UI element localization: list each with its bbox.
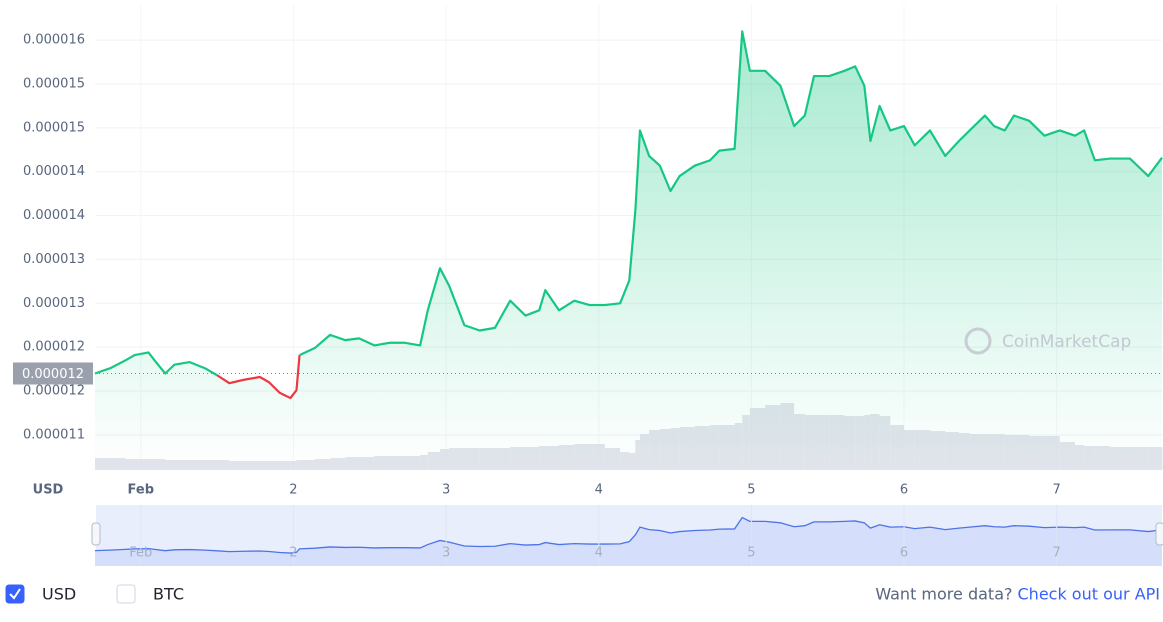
x-tick-label: 6 — [900, 483, 908, 498]
x-tick-label: 7 — [1053, 483, 1061, 498]
x-tick-label: Feb — [128, 483, 154, 498]
x-tick-label: 3 — [442, 483, 450, 498]
checkbox[interactable] — [116, 584, 136, 604]
controls: USD BTC Check out our API Want more data? — [5, 584, 1161, 604]
y-tick-label: 0.000012 — [23, 384, 85, 399]
y-tick-label: 0.000012 — [23, 340, 85, 355]
watermark-text: CoinMarketCap — [1002, 332, 1131, 352]
checkbox-label[interactable]: USD — [42, 585, 76, 604]
y-tick-label: 0.000014 — [23, 208, 85, 223]
watermark: CoinMarketCap — [964, 327, 1131, 355]
watermark-logo — [964, 327, 992, 355]
area — [95, 31, 1162, 471]
checkmark — [9, 588, 21, 600]
checkbox[interactable] — [5, 584, 25, 604]
footer-text: Want more data? — [875, 585, 1012, 604]
y-tick-label: 0.000015 — [23, 120, 85, 135]
price-line: 0.000012 — [13, 30, 1163, 400]
navigator-tick-label: 4 — [595, 546, 603, 561]
price-line — [299, 30, 1163, 357]
navigator-tick-label: 2 — [289, 546, 297, 561]
navigator-tick-label: 5 — [747, 546, 755, 561]
checkbox-label[interactable]: BTC — [153, 585, 184, 604]
navigator-tick-label: 3 — [442, 546, 450, 561]
navigator-handle[interactable] — [1155, 522, 1163, 546]
y-tick-label: 0.000013 — [23, 296, 85, 311]
navigator-handle[interactable] — [91, 522, 101, 546]
x-tick-label: 5 — [747, 483, 755, 498]
navigator-area — [95, 517, 1162, 566]
y-tick-label: 0.000013 — [23, 252, 85, 267]
price-line — [216, 354, 301, 400]
x-tick-label: 2 — [289, 483, 297, 498]
navigator-tick-label: 6 — [900, 546, 908, 561]
y-tick-label: 0.000011 — [23, 427, 85, 442]
baseline-badge — [13, 362, 93, 385]
y-tick-label: 0.000016 — [23, 33, 85, 48]
price-area — [95, 31, 1162, 471]
price-line — [94, 351, 218, 377]
x-tick-label: 4 — [595, 483, 603, 498]
navigator-tick-label: 7 — [1053, 546, 1061, 561]
navigator: Feb 2 3 4 5 6 7 — [91, 505, 1163, 566]
api-link[interactable]: Check out our API — [1018, 585, 1161, 604]
axis-label: USD — [33, 483, 64, 498]
y-tick-label: 0.000015 — [23, 76, 85, 91]
volume-bar — [1162, 448, 1163, 470]
baseline-label: 0.000012 — [22, 367, 84, 382]
navigator-tick-label: Feb — [129, 546, 152, 561]
y-tick-label: 0.000014 — [23, 164, 85, 179]
navigator-line — [94, 516, 1163, 554]
